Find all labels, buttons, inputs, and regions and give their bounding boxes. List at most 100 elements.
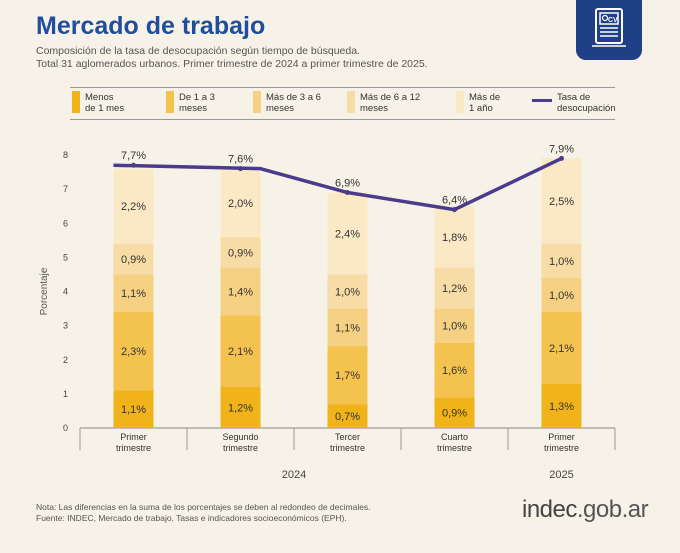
legend-swatch-s5 xyxy=(456,91,464,113)
y-tick-label: 1 xyxy=(63,389,68,399)
bar-segment-label: 2,1% xyxy=(228,346,253,358)
subtitle-line-2: Total 31 aglomerados urbanos. Primer tri… xyxy=(36,58,428,70)
bar-segment-label: 1,6% xyxy=(442,365,467,377)
legend-item-s4: Más de 6 a 12 meses xyxy=(360,92,421,114)
y-tick-label: 3 xyxy=(63,321,68,331)
legend-item-s1: Menos de 1 mes xyxy=(85,92,125,114)
y-tick-label: 2 xyxy=(63,355,68,365)
bar-segment-label: 1,0% xyxy=(549,290,574,302)
bar-segment xyxy=(541,158,582,244)
bar-segment xyxy=(220,168,261,237)
bar-segment-label: 1,1% xyxy=(121,404,146,416)
legend-swatch-s3 xyxy=(253,91,261,113)
x-tick-label: Primer xyxy=(120,432,147,442)
bar-segment xyxy=(327,404,368,428)
indec-logo[interactable]: indec.gob.ar xyxy=(522,496,649,523)
bar-segment-label: 1,3% xyxy=(549,401,574,413)
legend-item-s2: De 1 a 3 meses xyxy=(179,92,215,114)
bar-segment xyxy=(220,387,261,428)
bar-segment-label: 2,2% xyxy=(121,201,146,213)
x-tick-label: Tercer xyxy=(335,432,360,442)
x-tick-label: trimestre xyxy=(330,443,365,453)
bar-segment xyxy=(434,397,475,428)
subtitle-line-1: Composición de la tasa de desocupación s… xyxy=(36,45,360,57)
bar-segment-label: 0,9% xyxy=(442,408,467,420)
y-tick-label: 4 xyxy=(63,287,68,297)
y-tick-label: 6 xyxy=(63,218,68,228)
bar-segment-label: 2,3% xyxy=(121,346,146,358)
line-point-label: 7,7% xyxy=(121,150,146,162)
bar-segment-label: 1,2% xyxy=(442,283,467,295)
line-point-label: 7,6% xyxy=(228,154,253,166)
badge-text: CV xyxy=(608,17,618,24)
bar-segment-label: 2,0% xyxy=(228,198,253,210)
bar-segment-label: 1,0% xyxy=(442,321,467,333)
bar-segment xyxy=(113,390,154,428)
bar-segment xyxy=(327,192,368,275)
line-point-label: 6,4% xyxy=(442,195,467,207)
bar-segment xyxy=(220,236,261,268)
bar-segment xyxy=(434,342,475,398)
x-tick-label: trimestre xyxy=(116,443,151,453)
bar-segment xyxy=(113,311,154,391)
page-title: Mercado de trabajo xyxy=(36,12,266,40)
legend-swatch-s2 xyxy=(166,91,174,113)
legend-item-s5: Más de 1 año xyxy=(469,92,501,114)
x-tick-label: Primer xyxy=(548,432,575,442)
cv-document-icon: CV xyxy=(592,8,626,47)
bar-segment-label: 2,1% xyxy=(549,343,574,355)
line-point xyxy=(345,190,350,196)
bar-segment-label: 1,1% xyxy=(121,288,146,300)
footnote-note: Nota: Las diferencias en la suma de los … xyxy=(36,502,371,512)
bar-segment xyxy=(327,346,368,405)
bar-segment-label: 1,0% xyxy=(335,287,360,299)
line-point xyxy=(559,155,564,161)
y-tick-label: 7 xyxy=(63,184,68,194)
legend-swatch-s1 xyxy=(72,91,80,113)
line-point xyxy=(238,166,243,172)
bar-segment xyxy=(220,315,261,388)
bar-segment-label: 0,9% xyxy=(228,247,253,259)
legend-item-line: Tasa de desocupación xyxy=(557,92,616,114)
bar-segment xyxy=(541,311,582,384)
y-tick-label: 8 xyxy=(63,150,68,160)
year-label: 2024 xyxy=(282,469,306,481)
bar-segment-label: 2,4% xyxy=(335,228,360,240)
year-label: 2025 xyxy=(549,469,573,481)
bar-segment xyxy=(327,274,368,309)
bar-segment xyxy=(434,267,475,309)
bar-segment-label: 0,9% xyxy=(121,254,146,266)
line-point-label: 6,9% xyxy=(335,178,360,190)
bar-segment-label: 1,8% xyxy=(442,232,467,244)
bar-segment-label: 2,5% xyxy=(549,196,574,208)
bar-segment-label: 1,1% xyxy=(335,322,360,334)
x-tick-label: trimestre xyxy=(437,443,472,453)
line-point-label: 7,9% xyxy=(549,143,574,155)
bar-segment xyxy=(327,308,368,347)
line-point xyxy=(131,162,136,168)
bar-segment-label: 1,0% xyxy=(549,256,574,268)
legend-item-s3: Más de 3 a 6 meses xyxy=(266,92,321,114)
bar-segment xyxy=(434,206,475,268)
legend-swatch-s4 xyxy=(347,91,355,113)
bar-segment xyxy=(541,383,582,428)
x-tick-label: trimestre xyxy=(223,443,258,453)
footnote: Nota: Las diferencias en la suma de los … xyxy=(36,502,371,524)
bar-segment xyxy=(113,274,154,312)
bar-segment-label: 1,2% xyxy=(228,403,253,415)
bar-segment xyxy=(541,243,582,278)
footnote-source: Fuente: INDEC, Mercado de trabajo. Tasas… xyxy=(36,513,347,523)
x-tick-label: trimestre xyxy=(544,443,579,453)
bar-segment xyxy=(541,277,582,312)
bar-segment xyxy=(434,308,475,343)
line-point xyxy=(452,207,457,213)
chart-legend: Menos de 1 mes De 1 a 3 meses Más de 3 a 6… xyxy=(70,87,616,120)
cv-badge: CV xyxy=(576,0,642,60)
bar-segment-label: 1,4% xyxy=(228,287,253,299)
bar-segment xyxy=(220,267,261,316)
y-tick-label: 5 xyxy=(63,252,68,262)
stacked-bar-chart: 0 1 2 3 4 5 6 7 8 Porcentaje 1,1% 2,3% 1,1% 0,9% 2,2% P… xyxy=(39,143,616,481)
x-tick-label: Cuarto xyxy=(441,432,468,442)
bar-segment xyxy=(113,243,154,275)
page-subtitle: Composición de la tasa de desocupación s… xyxy=(36,45,428,71)
